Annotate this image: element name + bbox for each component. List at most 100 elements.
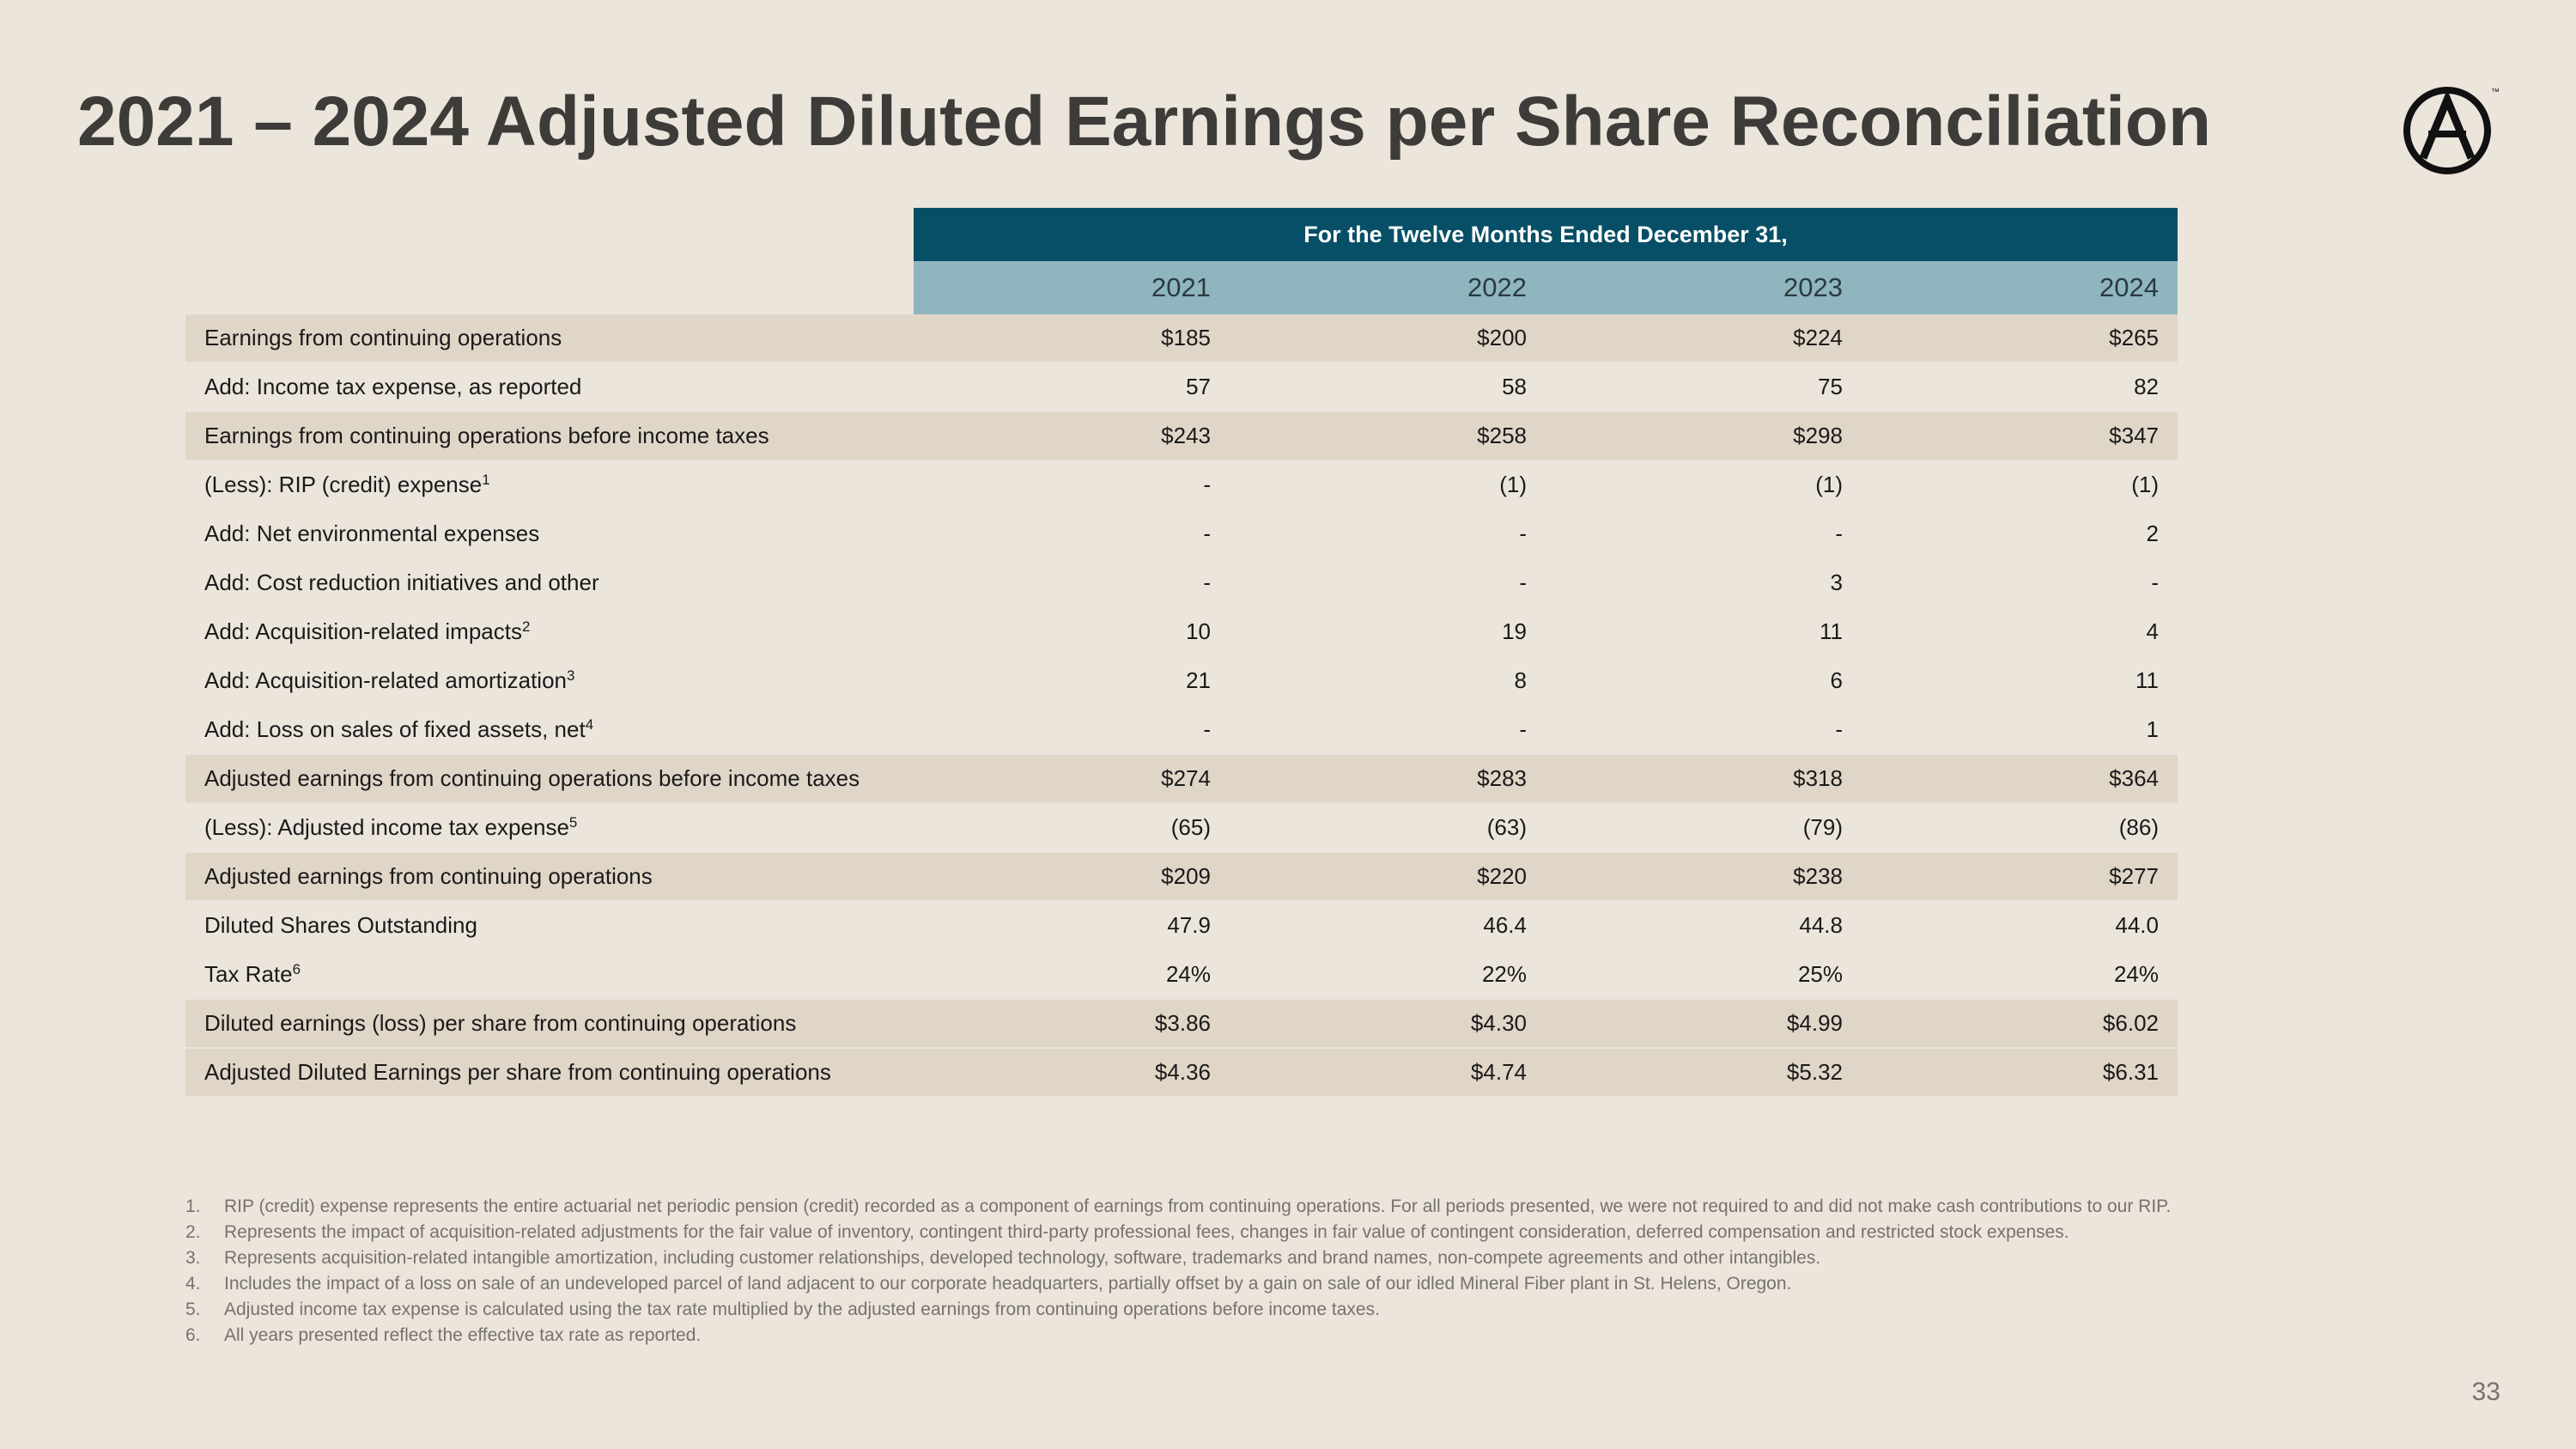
- row-label-text: Add: Income tax expense, as reported: [204, 374, 582, 399]
- row-label: Add: Acquisition-related amortization3: [185, 667, 914, 694]
- table-row: Add: Acquisition-related amortization3 21…: [185, 657, 2178, 706]
- row-label-text: Adjusted Diluted Earnings per share from…: [204, 1059, 831, 1085]
- cell-value: $6.31: [2102, 1059, 2159, 1085]
- row-label-text: (Less): RIP (credit) expense: [204, 472, 483, 497]
- cell-value: 2: [2146, 521, 2159, 546]
- row-label: Tax Rate6: [185, 961, 914, 988]
- cell-value: 58: [1502, 374, 1527, 399]
- cell-value: 8: [1514, 667, 1527, 693]
- reconciliation-table: For the Twelve Months Ended December 31,…: [185, 208, 2178, 1098]
- year-header: 2024: [2099, 272, 2159, 302]
- cell-value: $347: [2109, 423, 2159, 448]
- footnote-number: 3.: [185, 1248, 201, 1268]
- cell-value: -: [1203, 472, 1211, 497]
- cell-value: $4.36: [1154, 1059, 1211, 1085]
- cell-value: 6: [1830, 667, 1843, 693]
- table-row: Tax Rate6 24% 22% 25% 24%: [185, 951, 2178, 1000]
- cell-value: 4: [2146, 618, 2159, 644]
- table-row: Add: Acquisition-related impacts2 10 19 11 4: [185, 608, 2178, 657]
- footnote-item: 1. RIP (credit) expense represents the en…: [185, 1196, 2179, 1217]
- cell-value: 11: [2136, 667, 2159, 693]
- table-row: Adjusted earnings from continuing operat…: [185, 755, 2178, 804]
- cell-value: $4.99: [1786, 1010, 1843, 1036]
- footnote-number: 4.: [185, 1274, 201, 1294]
- cell-value: 11: [1820, 618, 1843, 644]
- cell-value: (1): [2131, 472, 2159, 497]
- table-row: Adjusted Diluted Earnings per share from…: [185, 1049, 2178, 1098]
- cell-value: $277: [2109, 863, 2159, 889]
- footnote-ref: 4: [585, 716, 594, 733]
- cell-value: 57: [1186, 374, 1211, 399]
- footnote-item: 5. Adjusted income tax expense is calcula…: [185, 1299, 2179, 1320]
- table-row: (Less): Adjusted income tax expense5 (65)…: [185, 804, 2178, 853]
- cell-value: $258: [1477, 423, 1527, 448]
- row-label: (Less): RIP (credit) expense1: [185, 472, 914, 498]
- cell-value: $274: [1161, 765, 1211, 791]
- row-label: Earnings from continuing operations befo…: [185, 423, 914, 449]
- footnote-number: 1.: [185, 1196, 201, 1216]
- cell-value: $4.74: [1470, 1059, 1527, 1085]
- trademark-mark: ™: [2491, 88, 2499, 97]
- row-label-text: Earnings from continuing operations befo…: [204, 423, 769, 448]
- row-label-text: Diluted Shares Outstanding: [204, 912, 477, 938]
- cell-value: $283: [1477, 765, 1527, 791]
- footnote-text: Includes the impact of a loss on sale of…: [224, 1274, 1792, 1294]
- cell-value: 3: [1830, 569, 1843, 595]
- cell-value: 75: [1818, 374, 1843, 399]
- footnote-text: All years presented reflect the effectiv…: [224, 1325, 702, 1345]
- cell-value: 21: [1186, 667, 1211, 693]
- row-label: Adjusted Diluted Earnings per share from…: [185, 1059, 914, 1086]
- cell-value: 25%: [1797, 961, 1843, 987]
- cell-value: 22%: [1481, 961, 1527, 987]
- footnote-ref: 3: [567, 667, 575, 684]
- table-row: Add: Loss on sales of fixed assets, net4…: [185, 706, 2178, 755]
- table-row: Add: Cost reduction initiatives and othe…: [185, 559, 2178, 608]
- cell-value: 10: [1186, 618, 1211, 644]
- row-label: Adjusted earnings from continuing operat…: [185, 863, 914, 890]
- cell-value: 46.4: [1483, 912, 1527, 938]
- cell-value: (1): [1499, 472, 1527, 497]
- row-label: (Less): Adjusted income tax expense5: [185, 814, 914, 841]
- row-label: Add: Income tax expense, as reported: [185, 374, 914, 400]
- table-row: Add: Net environmental expenses - - - 2: [185, 510, 2178, 559]
- cell-value: -: [1519, 521, 1527, 546]
- cell-value: $298: [1793, 423, 1843, 448]
- table-row: Earnings from continuing operations befo…: [185, 412, 2178, 461]
- footnote-text: RIP (credit) expense represents the enti…: [224, 1196, 2172, 1216]
- row-label-text: Add: Acquisition-related impacts: [204, 618, 522, 644]
- footnote-text: Adjusted income tax expense is calculate…: [224, 1300, 1380, 1319]
- cell-value: (1): [1815, 472, 1843, 497]
- row-label: Earnings from continuing operations: [185, 325, 914, 351]
- cell-value: $185: [1161, 325, 1211, 350]
- cell-value: $200: [1477, 325, 1527, 350]
- table-row: Adjusted earnings from continuing operat…: [185, 853, 2178, 902]
- year-header: 2022: [1467, 272, 1527, 302]
- cell-value: $3.86: [1154, 1010, 1211, 1036]
- cell-value: -: [1203, 569, 1211, 595]
- cell-value: 24%: [2113, 961, 2159, 987]
- cell-value: $220: [1477, 863, 1527, 889]
- row-label-text: Add: Net environmental expenses: [204, 521, 540, 546]
- cell-value: $224: [1793, 325, 1843, 350]
- row-label-text: Add: Loss on sales of fixed assets, net: [204, 716, 586, 742]
- row-label: Diluted earnings (loss) per share from c…: [185, 1010, 914, 1037]
- footnote-number: 5.: [185, 1300, 201, 1319]
- page-number: 33: [2471, 1378, 2500, 1406]
- cell-value: -: [1835, 521, 1843, 546]
- cell-value: $265: [2109, 325, 2159, 350]
- footnote-text: Represents acquisition-related intangibl…: [224, 1248, 1821, 1268]
- row-label-text: Adjusted earnings from continuing operat…: [204, 863, 653, 889]
- table-row: (Less): RIP (credit) expense1 - (1) (1) (1): [185, 461, 2178, 510]
- footnote-item: 4. Includes the impact of a loss on sale …: [185, 1273, 2179, 1294]
- cell-value: 82: [2134, 374, 2159, 399]
- cell-value: (86): [2118, 814, 2159, 840]
- cell-value: $364: [2109, 765, 2159, 791]
- row-label-text: (Less): Adjusted income tax expense: [204, 814, 569, 840]
- cell-value: 44.0: [2115, 912, 2159, 938]
- cell-value: -: [1835, 716, 1843, 742]
- footnote-item: 3. Represents acquisition-related intangi…: [185, 1247, 2179, 1269]
- cell-value: 44.8: [1799, 912, 1843, 938]
- footnote-ref: 6: [292, 961, 301, 977]
- table-row: Diluted Shares Outstanding 47.9 46.4 44.8 44…: [185, 902, 2178, 951]
- cell-value: $4.30: [1470, 1010, 1527, 1036]
